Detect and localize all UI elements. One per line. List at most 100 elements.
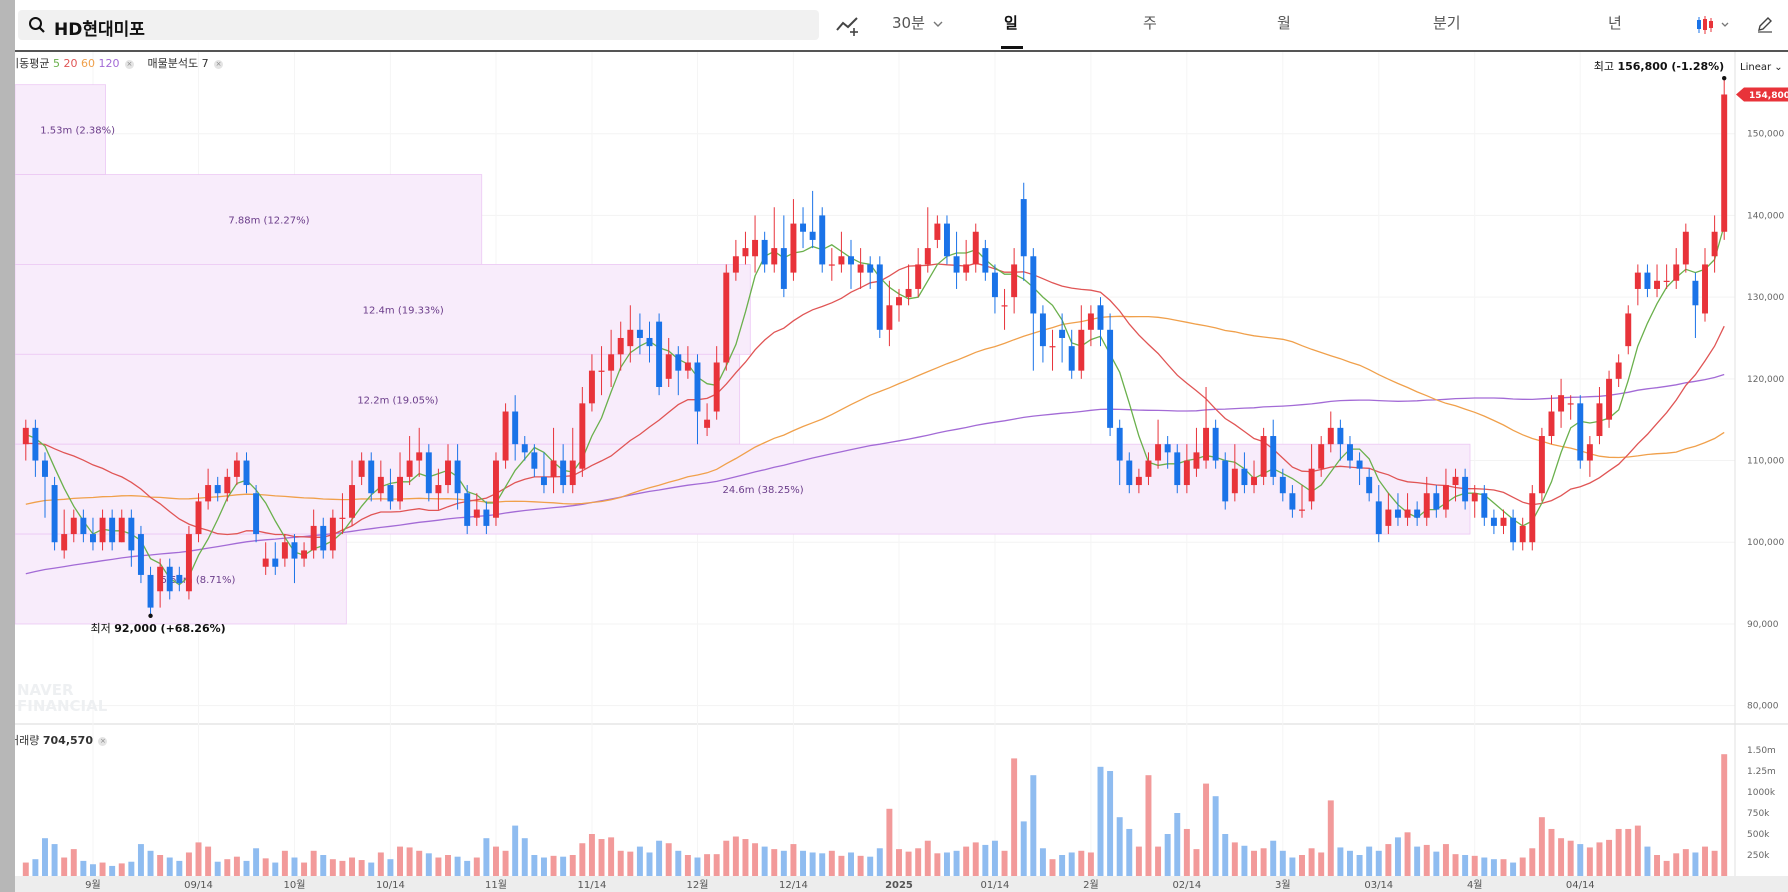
volume-bar <box>790 844 797 876</box>
candle-body <box>214 485 221 494</box>
candle-body <box>646 337 653 347</box>
candle-body <box>1654 280 1661 289</box>
volume-bar <box>675 850 682 876</box>
volume-bar <box>646 852 653 876</box>
volume-bar <box>1116 817 1123 876</box>
tab-week[interactable]: 주 <box>1143 14 1157 32</box>
search-box[interactable]: HD현대미포 <box>18 10 819 40</box>
ma-period-20: 20 <box>63 57 78 70</box>
volume-bar <box>1203 783 1210 876</box>
tab-day[interactable]: 일 <box>1004 14 1018 32</box>
top-toolbar: HD현대미포 30분 일 주 월 분기 년 <box>15 0 1788 52</box>
volume-bar <box>454 856 461 876</box>
volume-bar <box>416 850 423 876</box>
candle-body <box>828 264 835 266</box>
candle-body <box>157 566 164 592</box>
volume-label[interactable]: 거래량 <box>15 734 40 747</box>
candle-body <box>32 427 39 461</box>
candle-body <box>1183 460 1190 486</box>
candle-body <box>1548 411 1555 437</box>
volume-bar <box>809 852 816 876</box>
volume-bar <box>1327 800 1334 876</box>
volume-bar <box>713 854 720 876</box>
candle-body <box>704 419 711 428</box>
close-icon[interactable]: × <box>214 59 224 69</box>
volume-bar <box>42 838 48 876</box>
volume-bar <box>1721 754 1728 876</box>
volume-tick-label: 1000k <box>1747 788 1776 798</box>
candle-body <box>1107 329 1114 428</box>
volume-bar <box>291 857 298 876</box>
tab-quarter[interactable]: 분기 <box>1433 14 1461 32</box>
volume-bar <box>61 857 68 876</box>
volume-bar <box>1452 854 1459 876</box>
candle-body <box>579 403 586 469</box>
candle-body <box>1327 427 1334 445</box>
candle-body <box>1059 329 1066 338</box>
candle-type-icon[interactable] <box>1695 14 1731 36</box>
moving-average-label[interactable]: 이동평균 <box>15 57 50 70</box>
interval-select[interactable]: 30분 <box>892 14 925 32</box>
candle-body <box>1414 509 1421 518</box>
volume-bar <box>867 856 874 876</box>
price-tick-label: 80,000 <box>1747 702 1779 712</box>
volume-bar <box>771 849 778 876</box>
volume-profile-band <box>15 84 106 175</box>
volume-bar <box>521 838 528 876</box>
volume-bar <box>684 855 691 876</box>
candle-body <box>540 476 547 486</box>
candle-body <box>1097 305 1104 330</box>
candle-body <box>1251 476 1257 486</box>
volume-bar <box>915 848 922 876</box>
candle-body <box>224 476 231 494</box>
volume-bar <box>627 851 634 876</box>
candle-body <box>1634 272 1641 289</box>
candle-body <box>636 329 643 338</box>
candle-body <box>953 256 960 273</box>
volume-bar <box>425 853 432 876</box>
candle-body <box>483 509 490 526</box>
close-icon[interactable]: × <box>124 59 134 69</box>
volume-bar <box>224 859 231 876</box>
candle-body <box>1126 460 1133 486</box>
volume-bar <box>1548 828 1555 876</box>
scale-select[interactable]: Linear ⌄ <box>1740 62 1783 73</box>
x-tick-label: 09/14 <box>184 880 213 891</box>
volume-bar <box>1404 832 1411 876</box>
candle-body <box>905 288 912 298</box>
volume-bar <box>1586 847 1593 876</box>
candle-body <box>1366 476 1373 494</box>
candle-body <box>1375 501 1382 535</box>
close-icon[interactable]: × <box>98 736 108 746</box>
volume-bar <box>137 844 144 876</box>
edit-pencil-icon[interactable] <box>1755 14 1775 34</box>
volume-bar <box>205 846 212 876</box>
volume-bar <box>445 855 451 876</box>
candle-body <box>195 501 202 535</box>
candle-body <box>502 411 509 461</box>
drawing-tool-icon[interactable] <box>835 14 861 36</box>
price-tick-label: 120,000 <box>1747 375 1784 385</box>
tab-year[interactable]: 년 <box>1608 14 1622 32</box>
search-input[interactable]: HD현대미포 <box>54 20 145 40</box>
chevron-down-icon[interactable] <box>933 20 943 28</box>
volume-profile-label: 12.4m (19.33%) <box>363 305 444 316</box>
search-icon[interactable] <box>28 16 46 34</box>
candle-body <box>876 264 883 330</box>
candle-body <box>867 264 874 273</box>
chart-canvas[interactable]: 1.53m (2.38%) 7.88m (12.27%) 12.4m (19.33%… <box>15 0 1788 892</box>
volume-bar <box>1433 851 1440 876</box>
volume-bar <box>502 850 509 876</box>
candle-body <box>1385 509 1392 526</box>
candle-body <box>742 248 749 257</box>
candle-body <box>1702 264 1708 314</box>
volume-bar <box>1049 859 1056 876</box>
candle-body <box>397 476 403 502</box>
volume-bar <box>1183 828 1190 876</box>
volume-profile-label[interactable]: 매물분석도 7 <box>147 57 209 70</box>
volume-bar <box>761 846 768 876</box>
candle-body <box>205 485 212 502</box>
candle-body <box>1519 525 1526 543</box>
tab-month[interactable]: 월 <box>1277 14 1291 32</box>
candle-body <box>1078 329 1085 371</box>
